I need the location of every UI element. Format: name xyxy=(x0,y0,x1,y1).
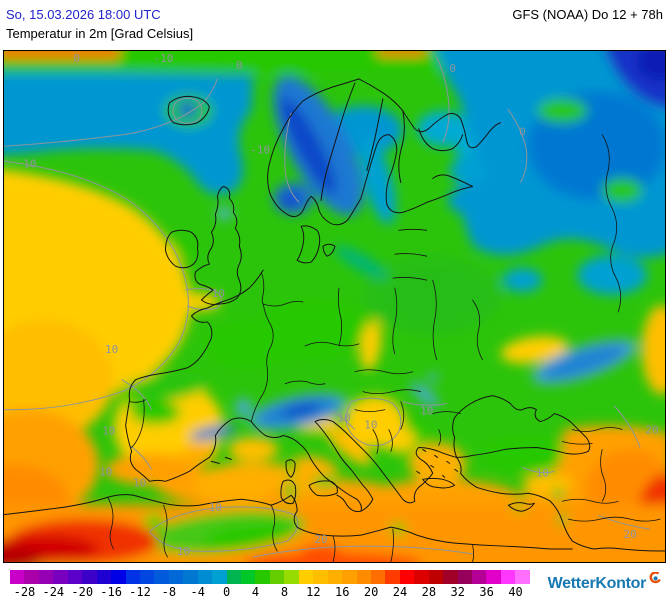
isotherm-label: 10 xyxy=(105,343,118,356)
legend-tick-labels: -28 -24 -20 -16 -12 -8 -4 0 4 8 12 16 20 24 28 32 36 40 xyxy=(0,585,560,599)
legend-segment xyxy=(10,570,25,584)
isotherm-label: 0 xyxy=(73,52,80,65)
legend-segment xyxy=(313,570,328,584)
legend-colorbar xyxy=(10,570,530,584)
legend-segment xyxy=(515,570,530,584)
legend-segment xyxy=(370,570,386,584)
legend-segment xyxy=(226,570,241,584)
isotherm-label: 10 xyxy=(209,501,222,514)
europe-temperature-map: -10 0 0 0 0 -10 10 10 10 10 10 10 10 10 10 10 10 10 20 20 20 xyxy=(3,50,666,563)
isotherm-label: 10 xyxy=(212,287,225,300)
legend-tick: -4 xyxy=(190,585,205,599)
legend-segment xyxy=(24,570,39,584)
legend-segment xyxy=(255,570,270,584)
legend-segment xyxy=(67,570,83,584)
legend-segment xyxy=(385,570,400,584)
legend-segment xyxy=(197,570,213,584)
legend-segment xyxy=(443,570,458,584)
europe-temperature-map-svg: -10 0 0 0 0 -10 10 10 10 10 10 10 10 10 10 10 10 10 20 20 20 xyxy=(4,51,665,562)
isotherm-label: 20 xyxy=(314,533,327,546)
legend-tick: 20 xyxy=(363,585,379,599)
legend-segment xyxy=(428,570,444,584)
isotherm-label: 10 xyxy=(23,158,36,171)
legend-segment xyxy=(154,570,169,584)
legend-tick: 16 xyxy=(334,585,350,599)
legend-segment xyxy=(399,570,415,584)
legend-tick: -28 xyxy=(13,585,36,599)
legend-segment xyxy=(111,570,126,584)
legend-tick: -8 xyxy=(161,585,177,599)
isotherm-label: 10 xyxy=(364,419,377,432)
legend-segment xyxy=(269,570,285,584)
isotherm-label: 10 xyxy=(337,412,350,425)
legend-segment xyxy=(139,570,155,584)
legend-segment xyxy=(212,570,227,584)
isotherm-label: 10 xyxy=(420,405,433,418)
legend-segment xyxy=(241,570,256,584)
legend-tick: -12 xyxy=(129,585,151,599)
legend-segment xyxy=(327,570,343,584)
legend-segment xyxy=(38,570,54,584)
legend-segment xyxy=(96,570,112,584)
legend-tick: 12 xyxy=(306,585,321,599)
legend-segment xyxy=(82,570,97,584)
legend-segment xyxy=(457,570,472,584)
legend-tick: 40 xyxy=(508,585,523,599)
isotherm-labels: -10 0 0 0 0 -10 10 10 10 10 10 10 10 10 10 10 10 10 20 20 20 xyxy=(23,52,658,558)
wetterkontor-logo-text: WetterKontor xyxy=(547,575,647,592)
legend-tick: 24 xyxy=(392,585,408,599)
isotherm-label: 0 xyxy=(519,126,526,139)
coastlines-borders xyxy=(4,78,665,562)
isotherm-label: -10 xyxy=(154,52,174,65)
legend-tick: 32 xyxy=(450,585,465,599)
temperature-field xyxy=(4,51,665,562)
legend-segment xyxy=(53,570,68,584)
isotherm-label: 20 xyxy=(624,528,637,541)
legend-segment xyxy=(486,570,501,584)
isotherm-label: 10 xyxy=(177,545,190,558)
legend-segment xyxy=(284,570,299,584)
legend-segment xyxy=(500,570,516,584)
legend-tick: 8 xyxy=(280,585,289,599)
model-run-info: GFS (NOAA) Do 12 + 78h xyxy=(512,7,663,22)
legend-segment xyxy=(125,570,140,584)
legend-segment xyxy=(183,570,198,584)
legend-tick: 0 xyxy=(223,585,231,599)
legend-tick: 4 xyxy=(251,585,260,599)
isotherm-label: -10 xyxy=(250,144,270,157)
legend-segment xyxy=(298,570,314,584)
isotherm-contours xyxy=(4,56,651,558)
legend-tick: 36 xyxy=(479,585,494,599)
legend-segment xyxy=(342,570,357,584)
map-title: Temperatur in 2m [Grad Celsius] xyxy=(6,26,194,41)
isotherm-label: 10 xyxy=(99,465,112,478)
legend-tick: 28 xyxy=(421,585,437,599)
isotherm-label: 10 xyxy=(536,466,549,479)
legend-segment xyxy=(414,570,429,584)
forecast-datetime: So, 15.03.2026 18:00 UTC xyxy=(6,7,161,22)
legend-segment xyxy=(168,570,184,584)
legend-tick: -20 xyxy=(71,585,94,599)
legend-tick: -24 xyxy=(42,585,65,599)
legend-segment xyxy=(356,570,371,584)
isotherm-label: 10 xyxy=(133,476,146,489)
legend-tick: -16 xyxy=(100,585,122,599)
isotherm-label: 10 xyxy=(102,425,115,438)
wetterkontor-swirl-icon xyxy=(649,572,661,584)
isotherm-label: 20 xyxy=(645,424,658,437)
legend-segment xyxy=(472,570,487,584)
wetterkontor-logo[interactable]: WetterKontor xyxy=(547,572,661,594)
isotherm-label: 0 xyxy=(449,62,456,75)
isotherm-label: 0 xyxy=(236,59,243,72)
